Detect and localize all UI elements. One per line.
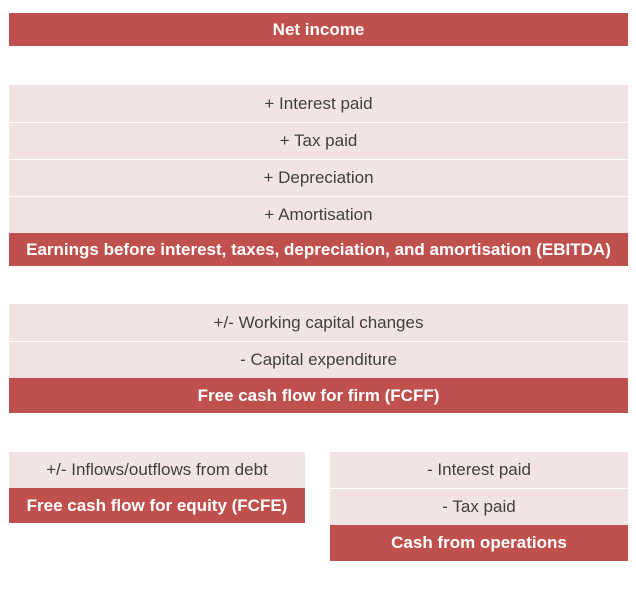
cfo-item-tax-paid: - Tax paid [330,488,628,525]
cfo-total: Cash from operations [330,525,628,561]
cfo-item-interest-paid: - Interest paid [330,452,628,488]
net-income-header: Net income [9,13,628,46]
ebitda-item-interest-paid: + Interest paid [9,85,628,122]
ebitda-total: Earnings before interest, taxes, depreci… [9,233,628,266]
ebitda-item-depreciation: + Depreciation [9,159,628,196]
fcff-item-capex: - Capital expenditure [9,341,628,378]
fcfe-item-debt-flows: +/- Inflows/outflows from debt [9,452,305,488]
fcff-item-working-capital: +/- Working capital changes [9,304,628,341]
fcff-total: Free cash flow for firm (FCFF) [9,378,628,413]
fcfe-total: Free cash flow for equity (FCFE) [9,488,305,523]
ebitda-item-amortisation: + Amortisation [9,196,628,233]
ebitda-item-tax-paid: + Tax paid [9,122,628,159]
